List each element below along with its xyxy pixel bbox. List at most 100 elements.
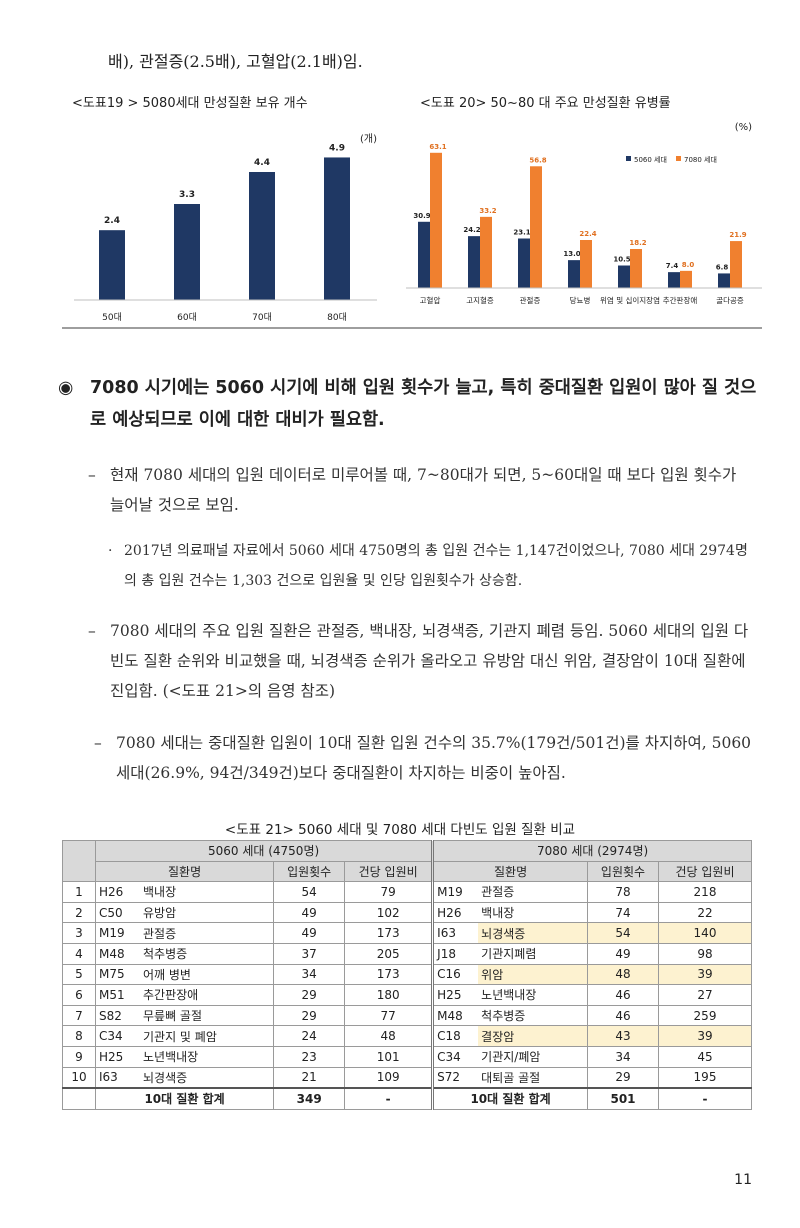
count-right-cell: 49 <box>587 942 659 965</box>
cost-left-cell: 79 <box>344 881 434 903</box>
total-row: 10대 질환 합계 349 - 10대 질환 합계 501 - <box>62 1087 752 1110</box>
chart20-value-label: 56.8 <box>529 156 546 164</box>
chart19-value-label: 2.4 <box>104 216 120 226</box>
code-right-cell: J18 <box>431 942 479 965</box>
main-bullet-text: 7080 시기에는 5060 시기에 비해 입원 횟수가 늘고, 특히 중대질환… <box>90 378 757 430</box>
chart20-value-label: 23.1 <box>513 229 530 237</box>
blank-header <box>62 839 96 883</box>
code-left-cell: H25 <box>95 1045 140 1068</box>
rank-cell: 6 <box>62 984 96 1006</box>
code-right-cell: C16 <box>431 963 479 986</box>
table-row: 8 C34 기관지 및 폐암 24 48 C18 결장암 43 39 <box>62 1025 752 1047</box>
count-right-cell: 54 <box>587 922 659 944</box>
chart20-bar <box>718 273 730 288</box>
count-left-cell: 34 <box>273 963 346 986</box>
rank-cell: 10 <box>62 1066 96 1089</box>
legend-swatch <box>676 156 681 161</box>
cost-left-cell: 173 <box>344 922 434 944</box>
dash-text: 현재 7080 세대의 입원 데이터로 미루어볼 때, 7~80대가 되면, 5… <box>110 466 737 514</box>
chart20-tick-label: 위염 및 십이지장염 <box>600 295 660 305</box>
chart19-caption: <도표19 > 5080세대 만성질환 보유 개수 <box>72 96 308 111</box>
cost-left-cell: 180 <box>344 984 434 1006</box>
count-right-cell: 48 <box>587 963 659 986</box>
chart20-bar <box>418 221 430 288</box>
table-row: 3 M19 관절증 49 173 I63 뇌경색증 54 140 <box>62 922 752 944</box>
rank-cell: 1 <box>62 881 96 903</box>
table-row: 4 M48 척추병증 37 205 J18 기관지폐렴 49 98 <box>62 942 752 965</box>
col-cost-left: 건당 입원비 <box>344 860 434 883</box>
count-left-cell: 29 <box>273 1004 346 1027</box>
code-left-cell: M48 <box>95 942 140 965</box>
code-left-cell: C50 <box>95 901 140 924</box>
count-left-cell: 54 <box>273 881 346 903</box>
cost-right-cell: 140 <box>658 922 752 944</box>
dash-paragraph-3: – 7080 세대는 중대질환 입원이 10대 질환 입원 건수의 35.7%(… <box>94 728 754 788</box>
chart19-value-label: 3.3 <box>179 190 195 200</box>
table-title: <도표 21> 5060 세대 및 7080 세대 다빈도 입원 질환 비교 <box>224 822 576 838</box>
chart20-unit: (%) <box>735 122 752 133</box>
chart19-bar <box>324 157 350 300</box>
chart20-plot: (%) 5060 세대 7080 세대 30.9 63.1 고혈압 24.2 33.2 고지혈증… <box>406 122 762 305</box>
total-blank <box>62 1087 96 1110</box>
legend-label: 5060 세대 <box>634 155 667 164</box>
chart19-plot: (개) 2.4 50대 3.3 60대 4.4 70대 4.9 80대 <box>74 133 377 323</box>
name-left-cell: 뇌경색증 <box>140 1066 275 1089</box>
chart20-value-label: 24.2 <box>463 226 480 234</box>
name-left-cell: 척추병증 <box>140 942 275 965</box>
cost-right-cell: 39 <box>658 1025 752 1047</box>
total-left-cost: - <box>344 1087 434 1110</box>
chart20-bar <box>630 249 642 288</box>
chart19-bar <box>99 230 125 300</box>
name-right-cell: 위암 <box>478 963 589 986</box>
total-right-count: 501 <box>587 1087 659 1110</box>
group-left-header: 5060 세대 (4750명) <box>94 840 434 862</box>
name-left-cell: 노년백내장 <box>140 1045 275 1068</box>
chart20-value-label: 8.0 <box>682 261 695 269</box>
code-right-cell: H25 <box>431 984 479 1006</box>
name-right-cell: 뇌경색증 <box>478 922 589 944</box>
code-left-cell: M19 <box>95 922 140 944</box>
col-cost-right: 건당 입원비 <box>658 860 752 883</box>
count-right-cell: 78 <box>587 881 659 903</box>
charts-panel: (개) 2.4 50대 3.3 60대 4.4 70대 4.9 80대 (%) 5060 세대 70… <box>62 122 762 329</box>
table-row: 2 C50 유방암 49 102 H26 백내장 74 22 <box>62 901 752 924</box>
cost-left-cell: 109 <box>344 1066 434 1089</box>
name-left-cell: 백내장 <box>140 881 275 903</box>
sub-bullet-1: · 2017년 의료패널 자료에서 5060 세대 4750명의 총 입원 건수… <box>108 536 756 596</box>
legend-label: 7080 세대 <box>684 155 717 164</box>
code-right-cell: S72 <box>431 1066 479 1089</box>
rank-cell: 3 <box>62 922 96 944</box>
count-left-cell: 24 <box>273 1025 346 1047</box>
col-name-left: 질환명 <box>94 860 275 883</box>
cost-right-cell: 218 <box>658 881 752 903</box>
code-right-cell: C18 <box>431 1025 479 1047</box>
cost-right-cell: 27 <box>658 984 752 1006</box>
col-name-right: 질환명 <box>431 860 588 883</box>
chart20-tick-label: 고혈압 <box>420 295 441 305</box>
chart20-value-label: 21.9 <box>729 231 746 239</box>
code-left-cell: I63 <box>95 1066 140 1089</box>
chart20-bar <box>580 240 592 288</box>
cost-left-cell: 205 <box>344 942 434 965</box>
chart20-value-label: 13.0 <box>563 250 580 258</box>
dash-mark: – <box>88 622 96 640</box>
chart20-tick-label: 당뇨병 <box>570 295 591 305</box>
cost-left-cell: 48 <box>344 1025 434 1047</box>
code-right-cell: C34 <box>431 1045 479 1068</box>
name-left-cell: 관절증 <box>140 922 275 944</box>
chart20-value-label: 63.1 <box>429 143 446 151</box>
name-right-cell: 관절증 <box>478 881 589 903</box>
chart20-bar <box>430 152 442 288</box>
chart20-bar <box>568 260 580 288</box>
dash-mark: – <box>88 466 96 484</box>
cost-right-cell: 39 <box>658 963 752 986</box>
cost-right-cell: 195 <box>658 1066 752 1089</box>
chart19-value-label: 4.4 <box>254 158 270 168</box>
chart19-bar <box>174 204 200 300</box>
rank-cell: 9 <box>62 1045 96 1068</box>
group-right-header: 7080 세대 (2974명) <box>431 840 752 862</box>
chart20-bar <box>680 270 692 288</box>
chart19-bar <box>249 172 275 300</box>
name-right-cell: 기관지폐렴 <box>478 942 589 965</box>
legend-swatch <box>626 156 631 161</box>
